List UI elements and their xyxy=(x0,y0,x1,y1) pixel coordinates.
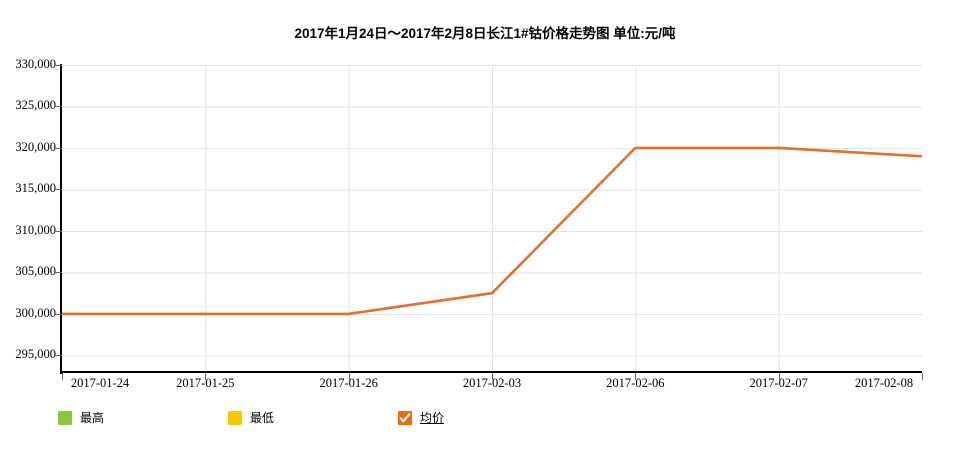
x-axis-tick-mark xyxy=(62,373,63,380)
y-axis-tick-mark xyxy=(54,313,62,315)
y-axis-tick-label: 300,000 xyxy=(15,305,56,320)
x-axis-tick-mark xyxy=(922,373,923,380)
checkbox-checked-icon[interactable] xyxy=(398,411,412,425)
y-axis-tick-mark xyxy=(54,189,62,191)
y-axis-tick-mark xyxy=(54,230,62,232)
y-axis-tick-label: 295,000 xyxy=(15,347,56,362)
y-axis-tick-mark xyxy=(54,147,62,149)
y-axis-tick-label: 305,000 xyxy=(15,264,56,279)
square-swatch-icon[interactable] xyxy=(58,411,72,425)
square-swatch-icon[interactable] xyxy=(228,411,242,425)
chart-title: 2017年1月24日～2017年2月8日长江1#钴价格走势图 单位:元/吨 xyxy=(294,26,676,41)
legend-item-均价[interactable]: 均价 xyxy=(398,408,444,428)
y-axis-tick-label: 320,000 xyxy=(15,139,56,154)
x-axis-tick-label: 2017-02-08 xyxy=(854,376,914,390)
x-axis-tick-mark xyxy=(348,373,350,380)
y-axis-tick-label: 325,000 xyxy=(15,98,56,113)
x-axis-tick-label: 2017-02-07 xyxy=(749,376,808,390)
x-axis-tick-mark xyxy=(778,373,780,380)
y-axis-tick-mark xyxy=(54,106,62,108)
y-axis-tick-label: 315,000 xyxy=(15,181,56,196)
y-axis-tick-mark xyxy=(54,65,62,66)
x-axis-tick-label: 2017-01-24 xyxy=(70,376,130,390)
x-axis-tick-label: 2017-01-25 xyxy=(176,376,235,390)
legend-item-label: 均价 xyxy=(420,411,445,425)
y-axis-tick-label: 310,000 xyxy=(15,222,56,237)
y-axis-tick-mark xyxy=(54,272,62,274)
y-axis-tick-label: 330,000 xyxy=(15,57,56,71)
series-line-均价 xyxy=(62,146,922,316)
legend-item-最高[interactable]: 最高 xyxy=(58,408,104,428)
y-axis-tick-mark xyxy=(54,355,62,357)
x-axis-tick-label: 2017-02-03 xyxy=(462,376,522,390)
gridlines xyxy=(62,65,922,372)
legend-item-label: 最低 xyxy=(250,411,275,425)
x-axis-labels: 2017-01-24 2017-01-25 2017-01-26 2017-02-03… xyxy=(0,376,970,396)
x-axis-tick-label: 2017-01-26 xyxy=(319,376,378,390)
x-axis-tick-mark xyxy=(205,373,207,380)
x-axis-tick-mark xyxy=(492,373,493,380)
y-axis-labels: 295,000 300,000 305,000 310,000 315,000 320,0… xyxy=(0,0,56,449)
x-axis-line xyxy=(60,371,922,373)
x-axis-tick-mark xyxy=(635,373,637,380)
legend-item-label: 最高 xyxy=(80,411,105,425)
series-lines xyxy=(62,146,922,316)
plot-area xyxy=(62,65,922,372)
y-axis-line xyxy=(60,64,62,374)
x-axis-tick-label: 2017-02-06 xyxy=(606,376,665,390)
legend-item-最低[interactable]: 最低 xyxy=(228,408,274,428)
chart-legend: 最高 最低 均价 xyxy=(0,408,970,436)
plot-svg xyxy=(62,65,922,372)
